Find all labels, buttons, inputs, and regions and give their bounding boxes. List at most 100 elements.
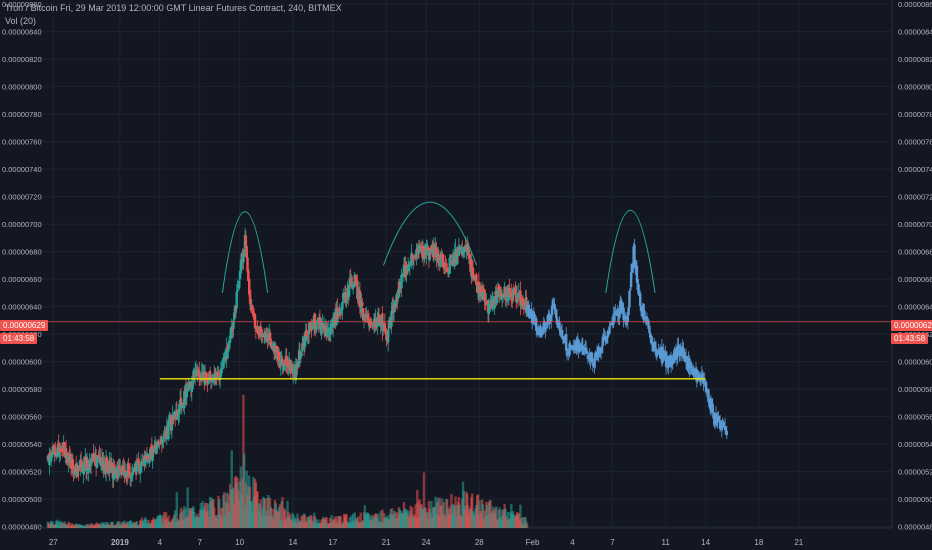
candle-body <box>579 346 582 351</box>
volume-bar <box>470 493 474 528</box>
candle-body <box>583 347 586 352</box>
candle-body <box>616 308 619 317</box>
volume-bar <box>414 504 417 528</box>
candle-body <box>170 425 174 431</box>
candle-body <box>416 246 420 250</box>
volume-bar <box>422 472 426 528</box>
candle-body <box>260 335 263 338</box>
candle-body <box>426 247 430 252</box>
volume-bar <box>292 514 295 528</box>
candle-body <box>408 265 411 267</box>
candle-body <box>421 245 425 257</box>
volume-bar <box>173 510 177 528</box>
candle-body <box>387 320 391 329</box>
candle-body <box>428 249 431 261</box>
candle-body <box>723 421 726 426</box>
current-price-label-right: 0.00000629 <box>891 320 932 331</box>
candle-body <box>148 459 151 464</box>
candle-body <box>106 460 109 467</box>
candle-body <box>145 455 149 459</box>
candle-body <box>649 336 653 343</box>
candle-body <box>235 291 238 309</box>
candle-body <box>470 259 473 277</box>
candle-body <box>207 382 210 384</box>
candle-body <box>621 305 624 309</box>
candle-body <box>138 464 141 474</box>
candle-body <box>656 353 659 355</box>
candle-body <box>411 259 415 261</box>
candle-body <box>196 369 199 374</box>
candle-body <box>376 319 379 327</box>
candle-body <box>225 347 228 360</box>
candle-body <box>318 316 322 330</box>
candle-body <box>411 254 414 259</box>
candle-body <box>249 298 253 311</box>
candle-body <box>654 341 657 351</box>
candle-body <box>342 294 345 300</box>
candle-body <box>606 330 610 338</box>
candle-body <box>53 446 56 453</box>
candle-body <box>630 264 634 273</box>
candle-body <box>650 341 654 345</box>
candle-body <box>256 326 259 333</box>
candle-body <box>560 330 564 335</box>
candle-body <box>50 454 54 458</box>
candle-body <box>183 391 186 409</box>
candle-body <box>227 347 230 352</box>
x-tick-label: 21 <box>382 538 391 547</box>
volume-bar <box>57 521 60 528</box>
y-tick-label-right: 0.00000640 <box>898 303 932 312</box>
candle-body <box>181 404 184 406</box>
volume-bar <box>263 498 267 528</box>
candle-body <box>426 244 429 247</box>
candle-body <box>674 350 678 359</box>
candle-body <box>341 301 344 310</box>
candle-body <box>199 380 203 382</box>
candle-body <box>633 244 636 260</box>
candle-body <box>168 420 171 424</box>
candle-body <box>495 298 499 304</box>
candle-body <box>601 336 605 347</box>
candle-body <box>360 301 363 312</box>
candle-body <box>246 257 249 272</box>
candle-body <box>204 372 208 382</box>
candle-body <box>573 346 576 350</box>
candle-body <box>649 332 652 337</box>
candle-body <box>608 326 611 334</box>
volume-bar <box>521 516 525 528</box>
candle-body <box>561 336 565 339</box>
y-tick-label-right: 0.00000500 <box>898 495 932 504</box>
candle-body <box>144 460 147 465</box>
candle-body <box>254 329 258 332</box>
candle-body <box>212 380 215 382</box>
candle-body <box>356 281 359 299</box>
volume-bar <box>70 523 74 528</box>
volume-bar <box>379 510 382 528</box>
volume-bar <box>51 521 55 528</box>
volume-bar <box>230 450 233 528</box>
candle-body <box>194 368 198 372</box>
y-tick-label-left: 0.00000820 <box>2 55 42 64</box>
candle-body <box>508 288 511 292</box>
volume-indicator-label[interactable]: Vol (20) <box>5 16 37 26</box>
y-tick-label-left: 0.00000540 <box>2 440 42 449</box>
candle-body <box>639 293 642 307</box>
y-tick-label-right: 0.00000480 <box>898 523 932 532</box>
pattern-arc <box>221 211 269 293</box>
candle-body <box>522 302 525 310</box>
y-tick-label-left: 0.00000720 <box>2 193 42 202</box>
candle-body <box>682 348 685 354</box>
volume-bar <box>186 487 189 528</box>
candle-body <box>702 381 705 385</box>
candle-body <box>674 349 677 351</box>
candle-body <box>627 307 630 315</box>
candle-body <box>228 340 231 347</box>
candle-body <box>514 286 517 295</box>
candle-body <box>222 357 225 367</box>
candle-body <box>525 297 528 314</box>
candle-body <box>64 448 68 458</box>
candle-body <box>675 356 679 360</box>
candle-body <box>579 346 583 348</box>
candle-body <box>683 351 686 361</box>
